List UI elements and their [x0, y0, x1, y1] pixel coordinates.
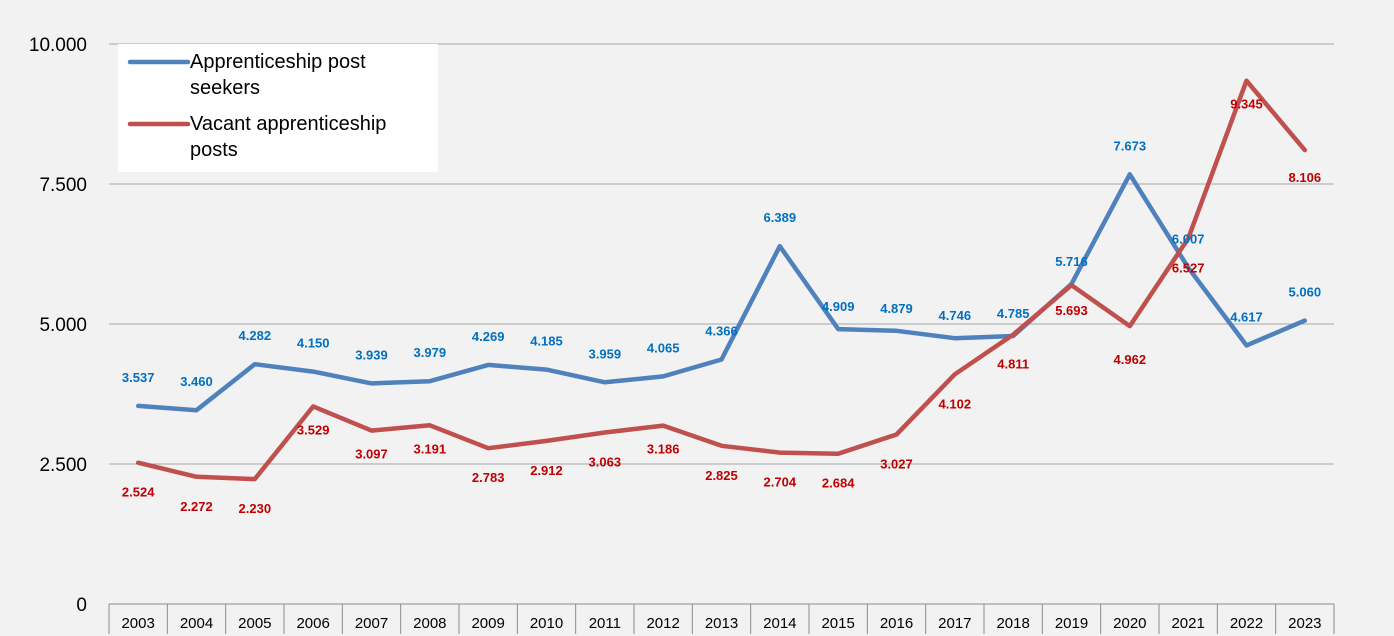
data-label: 3.097: [355, 447, 388, 462]
data-label: 4.282: [239, 328, 272, 343]
data-label: 4.065: [647, 340, 680, 355]
data-label: 4.102: [939, 396, 972, 411]
y-tick-label: 2.500: [39, 455, 87, 476]
data-label: 2.912: [530, 463, 563, 478]
legend-label: seekers: [190, 77, 260, 99]
legend-label: Vacant apprenticeship: [190, 113, 386, 135]
x-tick-label: 2019: [1055, 615, 1088, 632]
x-tick-label: 2023: [1288, 615, 1321, 632]
data-label: 3.191: [414, 441, 447, 456]
y-tick-label: 5.000: [39, 315, 87, 336]
data-label: 2.704: [764, 475, 797, 490]
x-tick-label: 2007: [355, 615, 388, 632]
y-tick-label: 7.500: [39, 175, 87, 196]
x-tick-label: 2008: [413, 615, 446, 632]
x-tick-label: 2003: [121, 615, 154, 632]
x-tick-label: 2022: [1230, 615, 1263, 632]
data-label: 5.693: [1055, 303, 1088, 318]
x-tick-label: 2020: [1113, 615, 1146, 632]
legend-label: Apprenticeship post: [190, 51, 366, 73]
data-label: 6.527: [1172, 260, 1205, 275]
data-label: 4.746: [939, 308, 972, 323]
x-tick-label: 2005: [238, 615, 271, 632]
legend-label: posts: [190, 139, 238, 161]
data-label: 2.230: [239, 501, 272, 516]
legend: Apprenticeship post seekers Vacant apprent…: [118, 44, 438, 172]
data-label: 4.269: [472, 329, 505, 344]
data-label: 9.345: [1230, 97, 1263, 112]
data-label: 3.529: [297, 422, 330, 437]
data-label: 2.825: [705, 468, 738, 483]
x-tick-label: 2011: [589, 615, 621, 632]
x-tick-label: 2012: [646, 615, 679, 632]
x-tick-label: 2004: [180, 615, 213, 632]
x-tick-label: 2010: [530, 615, 563, 632]
data-label: 6.389: [764, 210, 797, 225]
data-label: 2.524: [122, 485, 155, 500]
data-label: 3.063: [589, 454, 622, 469]
data-label: 5.060: [1289, 285, 1322, 300]
data-label: 3.027: [880, 456, 913, 471]
data-label: 8.106: [1289, 170, 1322, 185]
data-label: 4.879: [880, 301, 913, 316]
data-label: 2.783: [472, 470, 505, 485]
y-tick-label: 10.000: [29, 35, 87, 56]
data-label: 4.811: [997, 357, 1029, 372]
x-tick-label: 2018: [996, 615, 1029, 632]
series-line: [135, 172, 1308, 413]
data-label: 3.939: [355, 347, 388, 362]
y-axis-ticks: 0 2.500 5.000 7.500 10.000: [29, 35, 87, 616]
data-label: 4.962: [1114, 352, 1147, 367]
x-tick-label: 2014: [763, 615, 796, 632]
data-label: 3.186: [647, 442, 680, 457]
x-tick-label: 2015: [821, 615, 854, 632]
data-label: 4.366: [705, 324, 738, 339]
data-label: 5.716: [1055, 254, 1088, 269]
series-line: [135, 78, 1308, 482]
data-label: 2.272: [180, 499, 213, 514]
x-axis: 2003 2004 2005 2006 2007 2008 2009 2010 2011 2012…: [108, 604, 1335, 634]
x-tick-label: 2013: [705, 615, 738, 632]
data-label: 3.979: [414, 345, 447, 360]
x-tick-label: 2006: [296, 615, 329, 632]
y-tick-label: 0: [76, 595, 87, 616]
data-label: 3.537: [122, 370, 155, 385]
data-label: 4.150: [297, 336, 330, 351]
data-label: 6.007: [1172, 232, 1205, 247]
x-tick-label: 2016: [880, 615, 913, 632]
data-label: 4.185: [530, 334, 563, 349]
data-label: 3.460: [180, 374, 213, 389]
data-label: 7.673: [1114, 138, 1147, 153]
data-label: 2.684: [822, 476, 855, 491]
legend-box: [118, 44, 438, 172]
data-label: 4.909: [822, 299, 855, 314]
data-labels: 3.537 3.460 4.282 4.150 3.939 3.979 4.269 4.185…: [122, 97, 1321, 516]
x-tick-label: 2009: [471, 615, 504, 632]
data-label: 3.959: [589, 346, 622, 361]
x-tick-label: 2017: [938, 615, 971, 632]
x-tick-label: 2021: [1171, 615, 1204, 632]
series-lines: [135, 78, 1308, 482]
data-label: 4.785: [997, 306, 1030, 321]
data-label: 4.617: [1230, 309, 1263, 324]
